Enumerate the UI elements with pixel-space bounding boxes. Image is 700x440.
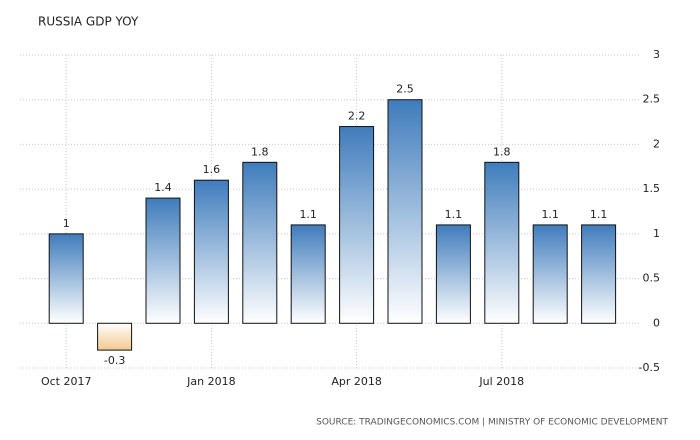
data-label: 1.1 [541, 208, 559, 221]
bar [242, 161, 278, 324]
y-tick-label: -0.5 [639, 361, 660, 374]
data-label: 2.5 [396, 83, 414, 96]
bar [97, 322, 133, 351]
x-tick-label: Apr 2018 [331, 375, 382, 388]
data-label: 1.8 [493, 145, 511, 158]
bar [339, 126, 375, 324]
bar [290, 224, 326, 324]
data-label: -0.3 [104, 354, 125, 367]
chart-title: RUSSIA GDP YOY [38, 15, 139, 29]
bar [581, 224, 617, 324]
data-label: 2.2 [348, 110, 366, 123]
data-label: 1.1 [445, 208, 463, 221]
y-tick-label: 0 [653, 316, 660, 329]
x-tick-label: Jan 2018 [186, 375, 235, 388]
bar [387, 99, 423, 324]
y-tick-label: 2.5 [643, 93, 661, 106]
data-label: 1.4 [154, 181, 172, 194]
bar [532, 224, 568, 324]
bar [484, 161, 520, 324]
y-tick-label: 3 [653, 48, 660, 61]
source: SOURCE: TRADINGECONOMICS.COM | MINISTRY … [316, 418, 668, 428]
y-tick-label: 1.5 [643, 182, 661, 195]
x-tick-label: Jul 2018 [478, 375, 524, 388]
data-label: 1.8 [251, 145, 269, 158]
data-label: 1.1 [299, 208, 317, 221]
data-label: 1.6 [203, 163, 221, 176]
bar [435, 224, 471, 324]
data-label: 1 [63, 217, 70, 230]
y-tick-label: 1 [653, 227, 660, 240]
y-tick-label: 2 [653, 137, 660, 150]
bar [145, 197, 181, 324]
data-label: 1.1 [590, 208, 608, 221]
bar [193, 179, 229, 324]
y-tick-label: 0.5 [643, 272, 661, 285]
bar [48, 233, 84, 324]
x-tick-label: Oct 2017 [41, 375, 92, 388]
